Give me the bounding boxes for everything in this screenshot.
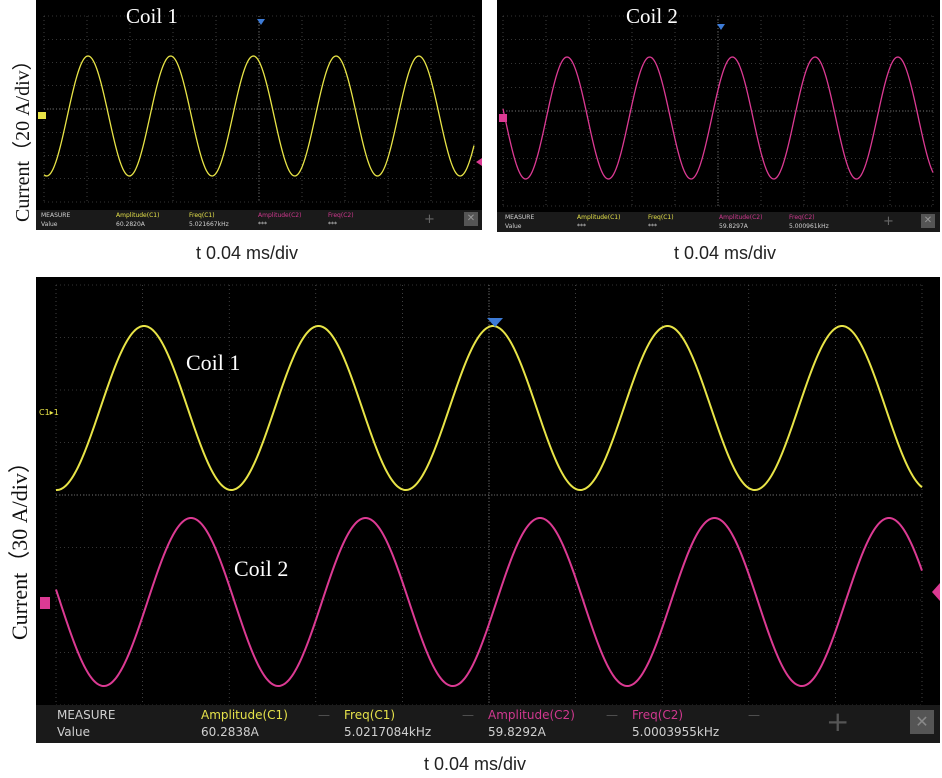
channel-marker [38, 112, 46, 119]
close-icon[interactable]: ✕ [910, 710, 934, 734]
measure-value: 60.2820A [116, 221, 145, 228]
measure-row-label: Value [505, 223, 522, 230]
measure-value: *** [328, 221, 337, 228]
close-icon[interactable]: ✕ [464, 212, 478, 226]
add-measure-icon[interactable]: + [883, 214, 894, 229]
trigger-marker [487, 318, 503, 327]
close-icon[interactable]: ✕ [921, 214, 935, 228]
waveform-trace [55, 324, 923, 492]
separator-dash: — [318, 708, 330, 722]
measure-row-label: Value [57, 725, 90, 739]
measure-value: 60.2838A [201, 725, 259, 739]
waveform-trace [43, 55, 475, 177]
coil-label-1: Coil 1 [186, 350, 241, 375]
measure-header: Freq(C1) [648, 214, 674, 221]
measure-title: MEASURE [41, 212, 71, 219]
measure-header: Amplitude(C2) [488, 708, 575, 722]
y-axis-label-bottom: Current（30 A/div） [7, 451, 32, 640]
separator-dash: — [606, 708, 618, 722]
measure-row-label: Value [41, 221, 58, 228]
measure-header: Freq(C2) [632, 708, 684, 722]
y-axis-label-top: Current（20 A/div） [12, 50, 34, 222]
measure-value: 5.000961kHz [789, 223, 829, 230]
measure-header: Freq(C2) [789, 214, 815, 221]
measure-header: Amplitude(C1) [116, 212, 160, 219]
coil-label-2: Coil 2 [234, 556, 289, 581]
x-axis-label-top-left: t 0.04 ms/div [196, 243, 299, 263]
scope-panel-bottom: Coil 1 Coil 2 C1▸1 MEASURE Value Amplitu… [36, 277, 940, 743]
measure-value: *** [577, 223, 586, 230]
measure-bar: MEASURE Value Amplitude(C1) Freq(C1) Amp… [36, 210, 482, 230]
measure-bar: MEASURE Value Amplitude(C1) Freq(C1) Amp… [497, 212, 940, 232]
measure-value: 59.8292A [488, 725, 546, 739]
measure-header: Freq(C1) [189, 212, 215, 219]
x-axis-label-top-right: t 0.04 ms/div [674, 243, 777, 263]
separator-dash: — [748, 708, 760, 722]
measure-title: MEASURE [505, 214, 535, 221]
measure-header: Freq(C1) [344, 708, 396, 722]
separator-dash: — [462, 708, 474, 722]
level-marker [932, 583, 940, 601]
measure-title: MEASURE [57, 708, 116, 722]
trigger-marker [257, 19, 265, 25]
measure-value: 59.8297A [719, 223, 748, 230]
waveform-trace [502, 56, 934, 180]
measure-value: *** [648, 223, 657, 230]
coil-label: Coil 2 [626, 4, 678, 28]
measure-header: Amplitude(C1) [201, 708, 288, 722]
add-measure-icon[interactable]: + [826, 705, 850, 738]
add-measure-icon[interactable]: + [424, 212, 435, 227]
measure-header: Freq(C2) [328, 212, 354, 219]
measure-value: *** [258, 221, 267, 228]
channel-marker [499, 114, 507, 122]
measure-value: 5.0217084kHz [344, 725, 432, 739]
channel-marker: C1▸1 [39, 408, 59, 417]
level-marker [476, 158, 482, 166]
coil-label: Coil 1 [126, 4, 178, 28]
waveform-plot [40, 284, 940, 706]
x-axis-label-bottom: t 0.04 ms/div [424, 754, 527, 774]
waveform-plot [499, 15, 934, 207]
channel-marker [40, 597, 50, 609]
measure-bar: MEASURE Value Amplitude(C1) Freq(C1) Amp… [36, 705, 940, 743]
scope-panel-top-left: Coil 1 MEASURE Value Amplitude(C1) Freq(… [36, 0, 482, 230]
measure-header: Amplitude(C1) [577, 214, 621, 221]
measure-header: Amplitude(C2) [258, 212, 302, 219]
waveform-plot [38, 15, 482, 203]
waveform-trace [55, 516, 923, 688]
measure-header: Amplitude(C2) [719, 214, 763, 221]
trigger-marker [717, 24, 725, 30]
measure-value: 5.021667kHz [189, 221, 229, 228]
scope-panel-top-right: Coil 2 MEASURE Value Amplitude(C1) Freq(… [497, 0, 940, 232]
measure-value: 5.0003955kHz [632, 725, 720, 739]
